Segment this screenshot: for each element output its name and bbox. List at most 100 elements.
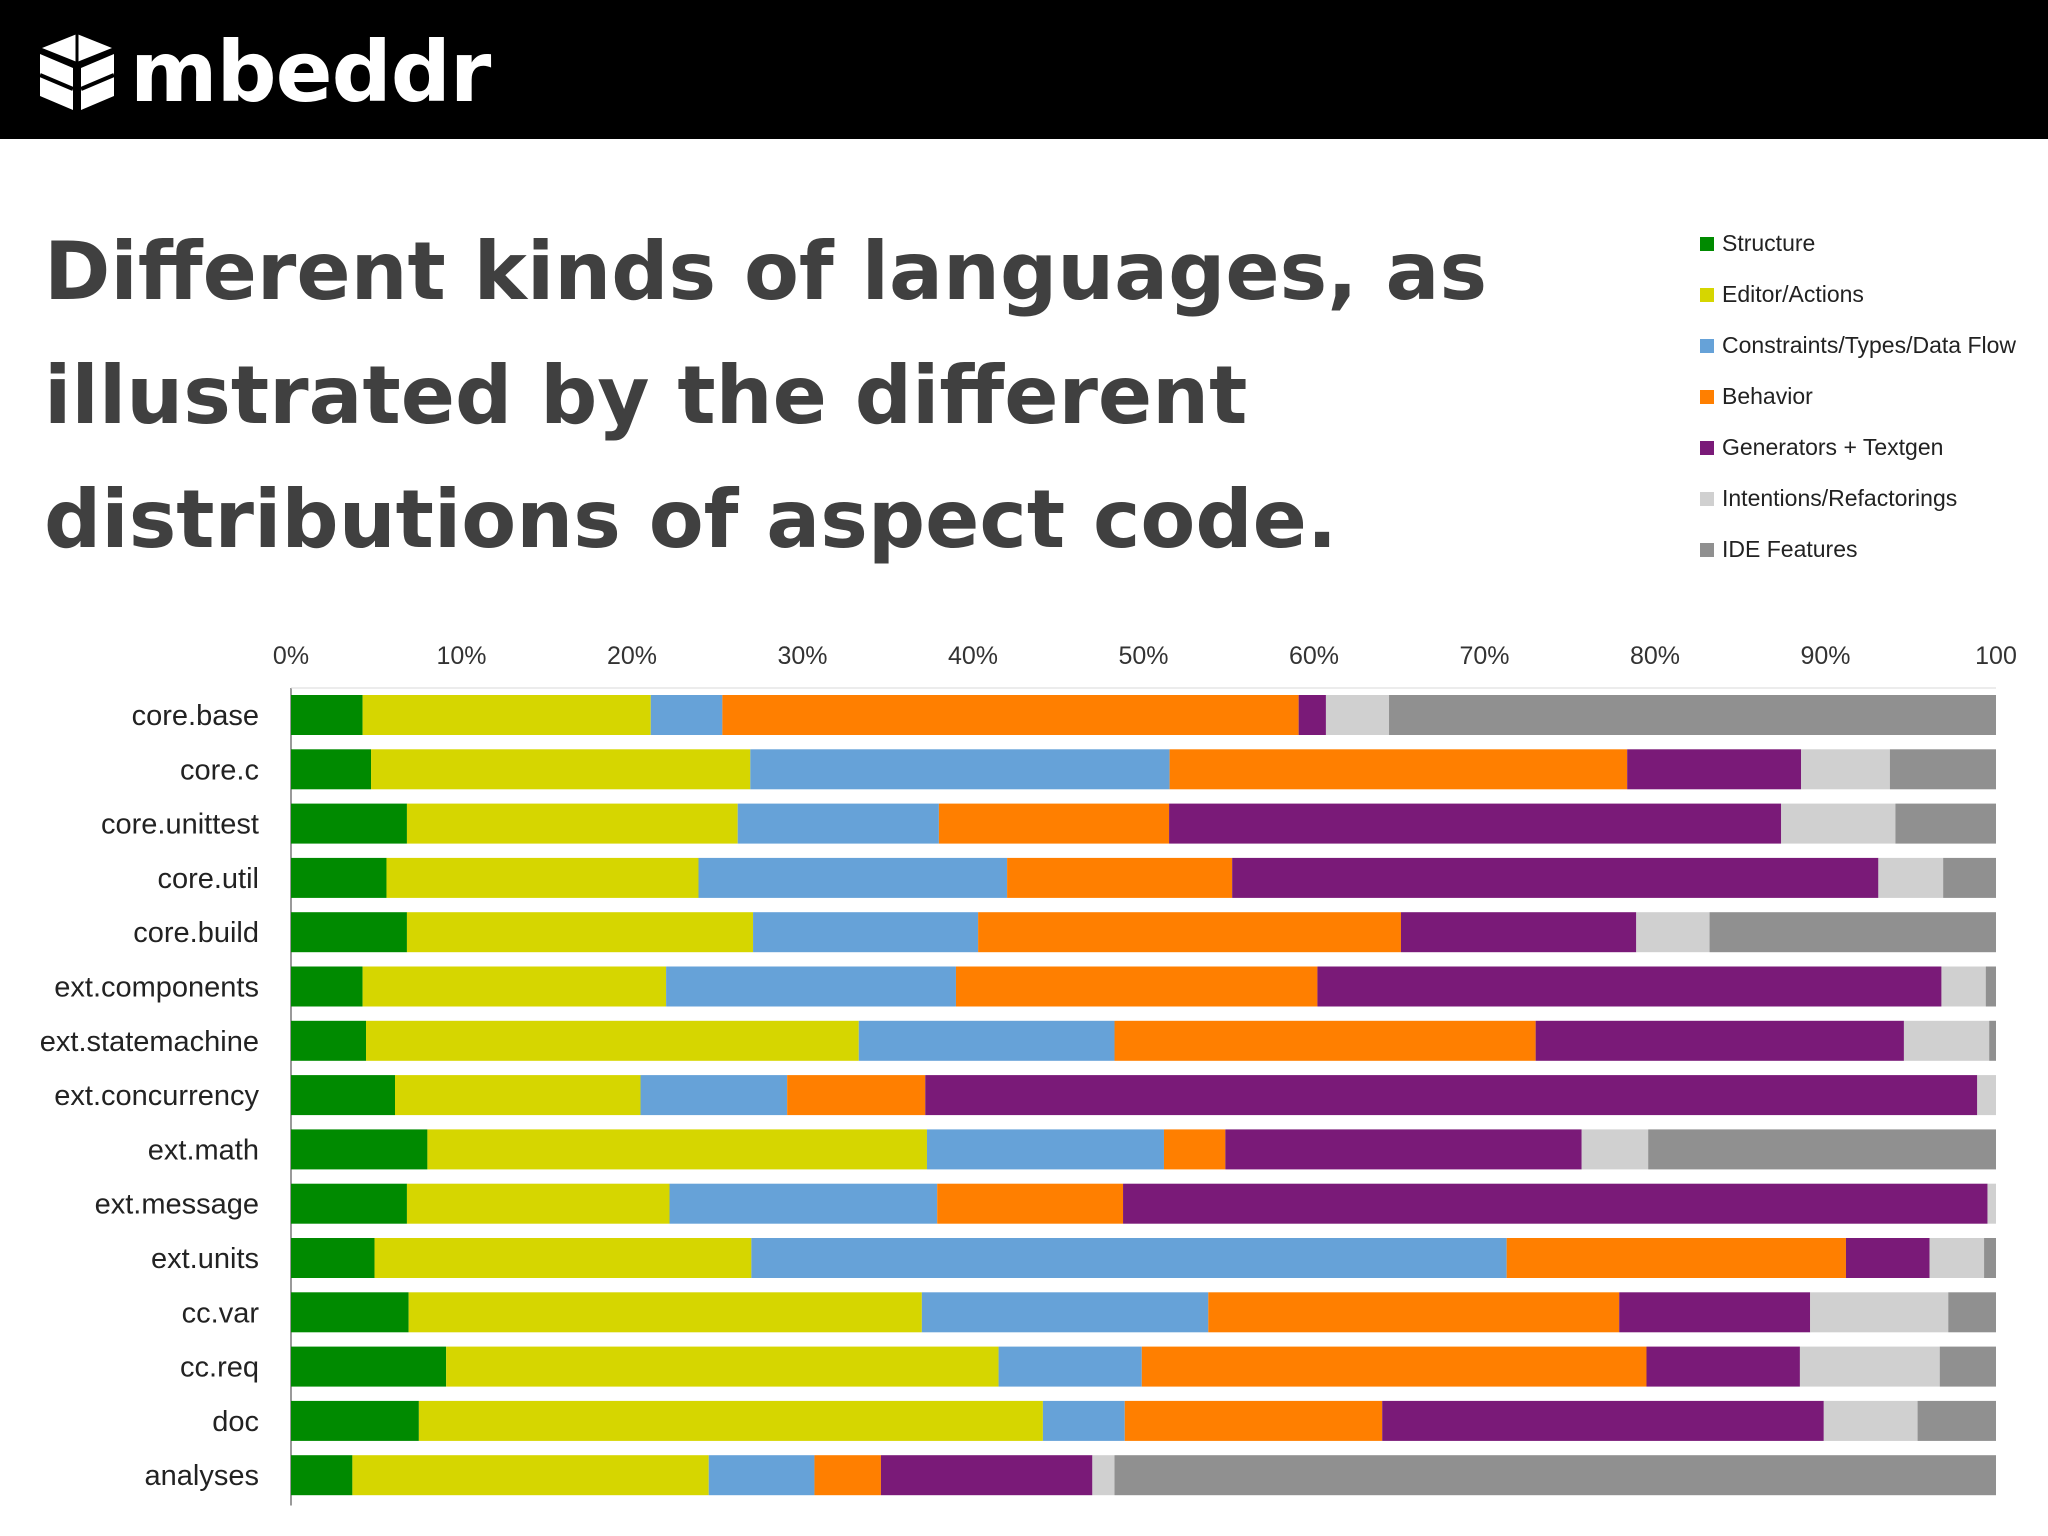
bar-segment (1636, 912, 1710, 953)
bar-segment (406, 803, 738, 844)
bar-segment (1325, 695, 1390, 735)
legend-swatch (1700, 491, 1714, 506)
bar-segment (418, 1400, 1043, 1441)
bar-segment (1124, 1400, 1383, 1441)
bar-segment (1917, 1400, 1996, 1441)
bar-segment (921, 1292, 1209, 1333)
bar-segment (753, 912, 979, 953)
bar-segment (1232, 857, 1879, 898)
category-label: core.base (132, 700, 259, 732)
bar-segment (926, 1129, 1164, 1170)
bar-segment (291, 1183, 407, 1224)
legend-item: Intentions/Refactorings (1700, 473, 2040, 524)
mbeddr-logo: mbeddr (36, 22, 491, 122)
bar-segment (366, 1020, 859, 1061)
header-bar: mbeddr (0, 0, 2048, 139)
category-label: core.unittest (101, 809, 259, 841)
bar-segment (1939, 1346, 1996, 1387)
x-tick-label: 100 (1975, 642, 2017, 670)
bar-segment (406, 912, 754, 953)
bar-segment (1169, 749, 1628, 790)
bar-segment (371, 749, 751, 790)
bar-segment (1141, 1346, 1647, 1387)
bar-segment (1941, 966, 1986, 1007)
bar-segment (291, 912, 407, 953)
bar-segment (1989, 1020, 1996, 1061)
bar-segment (1801, 749, 1890, 790)
bar-segment (1208, 1292, 1620, 1333)
bar-segment (1903, 1020, 1990, 1061)
bar-segment (669, 1183, 938, 1224)
legend-label: Intentions/Refactorings (1722, 485, 1958, 511)
x-tick-label: 20% (607, 642, 657, 670)
bar-segment (352, 1455, 709, 1496)
legend-label: Structure (1722, 230, 1816, 256)
bar-segment (386, 857, 699, 898)
x-tick-label: 50% (1118, 642, 1168, 670)
bar-segment (814, 1455, 881, 1496)
mbeddr-cube-icon (39, 34, 115, 110)
bar-segment (362, 695, 651, 735)
bar-segment (408, 1292, 922, 1333)
bar-segment (1007, 857, 1233, 898)
bar-segment (937, 1183, 1124, 1224)
bar-segment (751, 1238, 1507, 1278)
category-label: ext.concurrency (54, 1080, 259, 1112)
bar-segment (291, 1075, 396, 1116)
x-tick-label: 70% (1459, 642, 1509, 670)
category-label: doc (212, 1406, 259, 1438)
legend-label: Editor/Actions (1722, 281, 1864, 307)
bar-segment (1943, 857, 1996, 898)
legend-label: Behavior (1722, 383, 1813, 409)
chart-legend: Structure Editor/Actions Constraints/Types… (1700, 218, 2040, 575)
category-label: analyses (145, 1460, 259, 1492)
bar-segment (938, 803, 1170, 844)
bar-segment (1987, 1183, 1996, 1224)
bar-segment (291, 1292, 409, 1333)
bar-segment (1042, 1400, 1125, 1441)
bar-segment (291, 1020, 367, 1061)
category-label: core.util (157, 863, 259, 895)
legend-swatch (1700, 542, 1714, 557)
legend-swatch (1700, 338, 1714, 353)
bar-segment (1709, 912, 1996, 953)
bar-segment (291, 1455, 353, 1496)
bar-segment (880, 1455, 1093, 1496)
bar-segment (858, 1020, 1115, 1061)
bar-segment (978, 912, 1401, 953)
bar-segment (1225, 1129, 1582, 1170)
legend-item: IDE Features (1700, 524, 2040, 575)
page-title: Different kinds of languages, as illustr… (44, 225, 1488, 566)
legend-label: Constraints/Types/Data Flow (1722, 332, 2017, 358)
bar-segment (1092, 1455, 1115, 1496)
bar-segment (1382, 1400, 1824, 1441)
category-label: ext.components (54, 972, 259, 1004)
bar-segment (650, 695, 723, 735)
bar-segment (291, 857, 387, 898)
bar-segment (1581, 1129, 1649, 1170)
bar-segment (1317, 966, 1942, 1007)
bar-segment (291, 1129, 428, 1170)
bar-segment (1878, 857, 1944, 898)
bar-segment (1985, 966, 1996, 1007)
category-label: ext.math (148, 1134, 259, 1166)
bar-segment (737, 803, 939, 844)
legend-label: Generators + Textgen (1722, 434, 1944, 460)
bar-segment (708, 1455, 815, 1496)
bar-segment (1627, 749, 1802, 790)
legend-swatch (1700, 236, 1714, 251)
bar-segment (1648, 1129, 1996, 1170)
bar-segment (1895, 803, 1996, 844)
bar-segment (1389, 695, 1996, 735)
legend-swatch (1700, 440, 1714, 455)
bar-segment (291, 695, 363, 735)
bar-segment (1506, 1238, 1846, 1278)
bar-segment (1977, 1075, 1996, 1116)
bar-segment (1169, 803, 1782, 844)
legend-item: Editor/Actions (1700, 269, 2040, 320)
bar-segment (787, 1075, 926, 1116)
bar-segment (362, 966, 667, 1007)
bar-segment (291, 966, 363, 1007)
bar-segment (698, 857, 1008, 898)
